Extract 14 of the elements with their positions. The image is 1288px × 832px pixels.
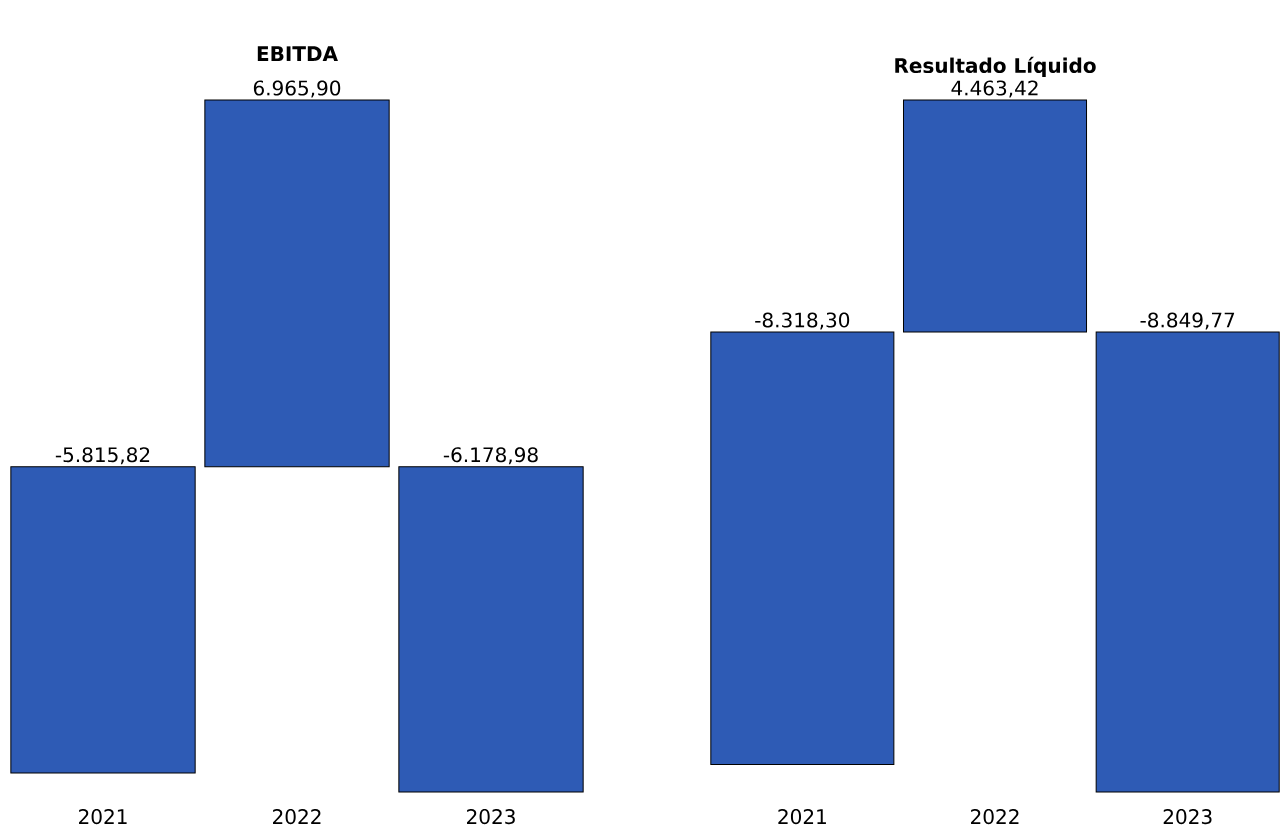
x-tick-label: 2021 — [79, 809, 127, 825]
x-tick-label: 2022 — [971, 809, 1019, 825]
chart-title: EBITDA — [257, 46, 338, 61]
x-tick-label: 2023 — [467, 809, 515, 825]
x-tick-label: 2021 — [778, 809, 826, 825]
data-label: -8.318,30 — [755, 312, 850, 330]
data-label: -6.178,98 — [443, 447, 538, 465]
data-label: 4.463,42 — [951, 80, 1038, 98]
x-tick-label: 2022 — [273, 809, 321, 825]
chart-title: Resultado Líquido — [895, 56, 1096, 77]
data-label: 6.965,90 — [253, 80, 341, 98]
data-label: -8.849,77 — [1140, 312, 1235, 330]
data-label: -5.815,82 — [55, 447, 150, 465]
x-tick-label: 2023 — [1163, 809, 1212, 825]
